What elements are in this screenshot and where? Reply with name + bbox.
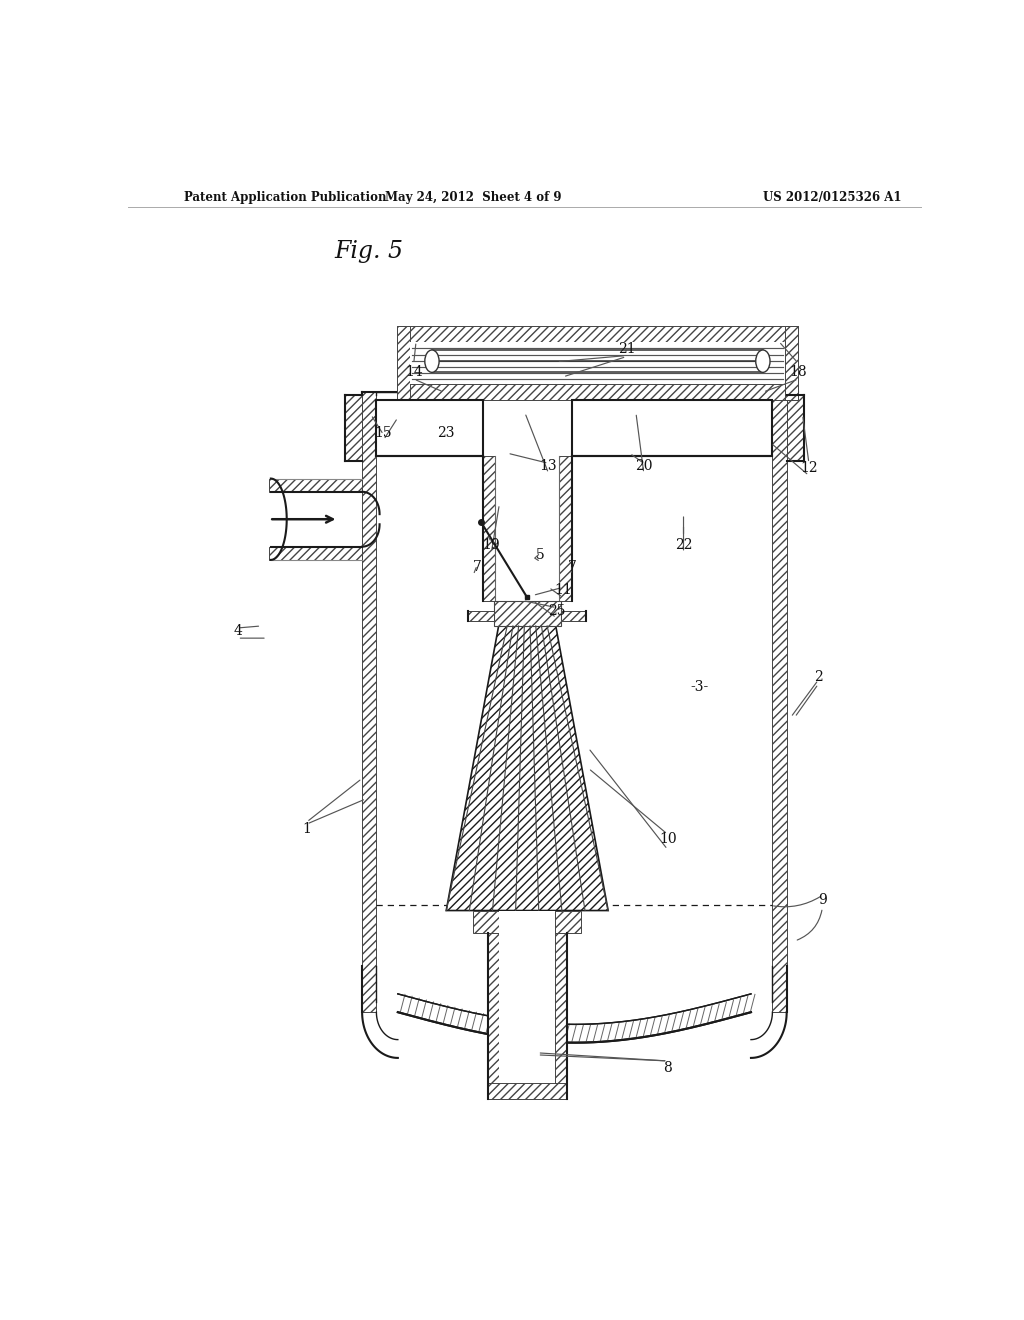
Text: 4: 4 — [233, 624, 242, 638]
Text: 21: 21 — [617, 342, 635, 356]
Text: 7: 7 — [473, 560, 481, 574]
Bar — [786, 395, 804, 461]
Ellipse shape — [425, 350, 439, 372]
Bar — [269, 479, 362, 492]
Text: 12: 12 — [800, 462, 818, 475]
Text: 8: 8 — [664, 1061, 672, 1074]
Bar — [473, 911, 500, 933]
Text: 1: 1 — [302, 822, 311, 837]
Text: Patent Application Publication: Patent Application Publication — [183, 191, 386, 203]
Bar — [785, 326, 798, 400]
Text: 23: 23 — [436, 426, 455, 440]
Bar — [269, 546, 362, 560]
Polygon shape — [397, 994, 751, 1043]
Text: 19: 19 — [482, 537, 501, 552]
Bar — [571, 400, 772, 457]
Bar — [494, 601, 560, 626]
Text: US 2012/0125326 A1: US 2012/0125326 A1 — [763, 191, 901, 203]
Bar — [500, 933, 555, 1084]
Bar — [555, 911, 582, 933]
Bar — [786, 395, 804, 461]
Text: 9: 9 — [818, 894, 826, 907]
Bar — [377, 400, 482, 457]
Bar — [555, 933, 567, 1098]
Text: Fig. 5: Fig. 5 — [334, 240, 403, 263]
Bar — [772, 392, 786, 1012]
Ellipse shape — [756, 350, 770, 372]
Text: 7: 7 — [568, 560, 577, 574]
Bar — [362, 392, 377, 1012]
Bar — [559, 457, 571, 601]
Bar — [468, 611, 494, 620]
Text: 5: 5 — [537, 548, 545, 562]
Text: 11: 11 — [554, 583, 571, 598]
Bar — [397, 384, 798, 400]
Polygon shape — [446, 626, 608, 911]
Text: 20: 20 — [635, 459, 652, 474]
Bar — [482, 457, 496, 601]
Bar — [377, 400, 482, 457]
Bar — [397, 326, 798, 342]
Bar — [500, 911, 555, 933]
Bar — [345, 395, 362, 461]
Text: 22: 22 — [675, 537, 692, 552]
Bar — [487, 1084, 567, 1098]
Text: 14: 14 — [404, 364, 423, 379]
Text: 2: 2 — [814, 669, 823, 684]
Bar — [571, 400, 772, 457]
Text: 10: 10 — [658, 833, 677, 846]
Text: 25: 25 — [548, 603, 565, 618]
Text: 13: 13 — [540, 459, 557, 474]
Bar — [397, 326, 410, 400]
Bar — [560, 611, 586, 620]
Bar — [410, 342, 785, 384]
Text: 15: 15 — [375, 426, 392, 440]
Text: -3-: -3- — [690, 680, 709, 694]
Bar — [786, 395, 804, 461]
Text: 18: 18 — [790, 364, 807, 379]
Bar — [345, 395, 362, 461]
Text: May 24, 2012  Sheet 4 of 9: May 24, 2012 Sheet 4 of 9 — [385, 191, 561, 203]
Bar — [345, 395, 362, 461]
Bar — [487, 933, 500, 1098]
Bar — [496, 457, 559, 601]
